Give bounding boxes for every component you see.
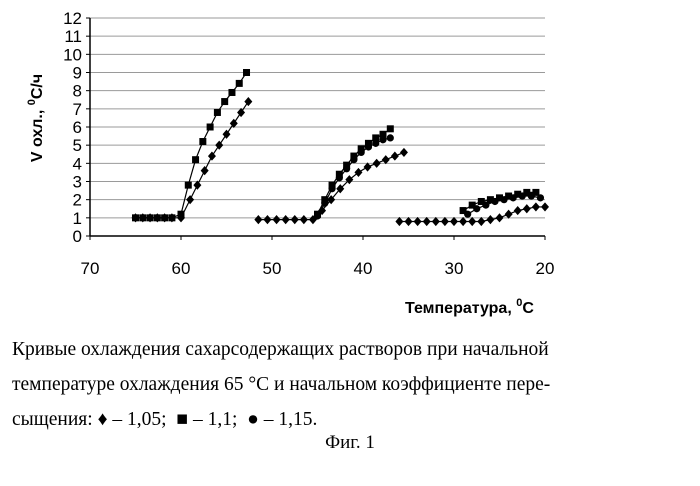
data-point-circle xyxy=(510,194,517,201)
x-tick-label: 30 xyxy=(445,259,464,278)
data-point-diamond xyxy=(282,215,290,224)
data-point-circle xyxy=(372,140,379,147)
y-tick-label: 4 xyxy=(73,154,82,173)
y-tick-label: 5 xyxy=(73,136,82,155)
data-point-diamond xyxy=(486,215,494,224)
series-line-4 xyxy=(318,138,391,216)
x-tick-label: 60 xyxy=(172,259,191,278)
data-point-square xyxy=(214,109,221,116)
y-tick-label: 2 xyxy=(73,191,82,210)
data-point-circle xyxy=(350,156,357,163)
caption-line-2: температуре охлаждения 65 °С и начальном… xyxy=(12,369,550,401)
legend-diamond-icon: ♦ xyxy=(98,409,108,430)
data-point-square xyxy=(387,125,394,132)
data-point-diamond xyxy=(201,166,209,175)
data-point-diamond xyxy=(523,204,531,213)
legend-text-3: – 1,15. xyxy=(259,409,318,430)
data-point-circle xyxy=(519,192,526,199)
y-tick-label: 9 xyxy=(73,64,82,83)
data-point-square xyxy=(192,156,199,163)
y-tick-label: 6 xyxy=(73,118,82,137)
data-point-circle xyxy=(537,194,544,201)
data-point-diamond xyxy=(532,202,540,211)
data-point-diamond xyxy=(541,202,549,211)
y-tick-label: 1 xyxy=(73,209,82,228)
data-point-circle xyxy=(473,205,480,212)
data-point-square xyxy=(132,214,139,221)
data-point-diamond xyxy=(514,206,522,215)
data-point-diamond xyxy=(273,215,281,224)
caption-line-1: Кривые охлаждения сахарсодержащих раство… xyxy=(12,334,549,366)
data-point-square xyxy=(199,138,206,145)
data-point-circle xyxy=(500,196,507,203)
data-point-circle xyxy=(491,198,498,205)
data-point-square xyxy=(207,124,214,131)
data-point-circle xyxy=(528,192,535,199)
legend-text-1: – 1,05; xyxy=(108,409,177,430)
data-point-square xyxy=(147,214,154,221)
legend-square-icon: ■ xyxy=(176,409,188,430)
data-point-diamond xyxy=(354,168,362,177)
y-tick-label: 8 xyxy=(73,82,82,101)
data-point-circle xyxy=(321,200,328,207)
data-point-square xyxy=(185,182,192,189)
y-tick-label: 12 xyxy=(63,9,82,28)
data-point-diamond xyxy=(373,159,381,168)
data-point-circle xyxy=(328,185,335,192)
x-tick-label: 20 xyxy=(536,259,555,278)
legend-text-2: – 1,1; xyxy=(188,409,247,430)
cooling-curves-chart: 0123456789101112706050403020 Температура… xyxy=(0,0,700,320)
y-tick-label: 3 xyxy=(73,173,82,192)
x-tick-label: 70 xyxy=(81,259,100,278)
x-axis-title: Температура, 0С xyxy=(405,297,534,317)
data-point-circle xyxy=(358,149,365,156)
data-point-square xyxy=(228,89,235,96)
data-point-circle xyxy=(314,212,321,219)
data-point-diamond xyxy=(263,215,271,224)
data-point-diamond xyxy=(391,151,399,160)
figure-label: Фиг. 1 xyxy=(0,432,700,454)
data-point-circle xyxy=(343,165,350,172)
data-point-circle xyxy=(365,143,372,150)
y-tick-label: 10 xyxy=(63,45,82,64)
data-point-circle xyxy=(482,202,489,209)
data-point-circle xyxy=(387,134,394,141)
y-tick-label: 11 xyxy=(64,27,82,46)
data-point-square xyxy=(168,214,175,221)
legend-circle-icon: ● xyxy=(247,409,259,430)
x-tick-label: 50 xyxy=(263,259,282,278)
data-point-square xyxy=(236,80,243,87)
grid-lines xyxy=(90,18,545,218)
data-point-diamond xyxy=(400,148,408,157)
data-point-circle xyxy=(464,211,471,218)
data-point-square xyxy=(221,98,228,105)
y-axis-title: V охл., 0С/ч xyxy=(26,74,46,162)
data-point-circle xyxy=(336,174,343,181)
x-tick-label: 40 xyxy=(354,259,373,278)
y-tick-label: 7 xyxy=(73,100,82,119)
axis-titles: Температура, 0С V охл., 0С/ч xyxy=(26,74,534,317)
data-point-square xyxy=(139,214,146,221)
data-point-diamond xyxy=(291,215,299,224)
data-point-square xyxy=(178,211,185,218)
data-point-circle xyxy=(379,136,386,143)
data-point-diamond xyxy=(186,195,194,204)
data-point-diamond xyxy=(496,213,504,222)
data-point-square xyxy=(161,214,168,221)
caption-line-3-prefix: сыщения: xyxy=(12,409,98,430)
tick-labels: 0123456789101112706050403020 xyxy=(63,9,554,278)
data-point-diamond xyxy=(300,215,308,224)
data-point-diamond xyxy=(254,215,262,224)
data-point-square xyxy=(154,214,161,221)
y-tick-label: 0 xyxy=(73,227,82,246)
data-point-square xyxy=(243,69,250,76)
data-series xyxy=(132,69,550,226)
